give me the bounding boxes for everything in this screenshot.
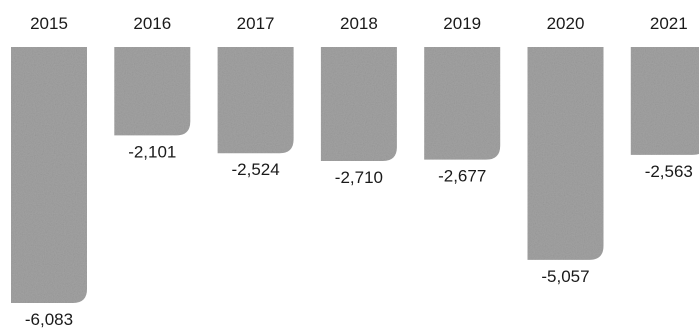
value-label-2021: -2,563 — [645, 162, 693, 181]
category-axis-labels: 2015 2016 2017 2018 2019 2020 2021 — [30, 14, 688, 33]
category-label-2017: 2017 — [237, 14, 275, 33]
value-label-2019: -2,677 — [438, 167, 486, 186]
value-label-2017: -2,524 — [231, 160, 279, 179]
category-label-2019: 2019 — [443, 14, 481, 33]
category-label-2018: 2018 — [340, 14, 378, 33]
value-labels-group: -6,083 -2,101 -2,524 -2,710 -2,677 -5,057 -2,5… — [25, 142, 693, 329]
category-label-2015: 2015 — [30, 14, 68, 33]
bar-2016 — [114, 47, 191, 136]
bar-2020 — [527, 47, 604, 260]
value-label-2015: -6,083 — [25, 310, 73, 329]
bars-group — [11, 47, 699, 303]
bar-2015 — [11, 47, 87, 303]
bar-2021 — [630, 47, 699, 155]
bar-2019 — [424, 47, 501, 160]
category-label-2016: 2016 — [133, 14, 171, 33]
category-label-2020: 2020 — [547, 14, 585, 33]
category-label-2021: 2021 — [650, 14, 688, 33]
bar-2017 — [217, 47, 294, 154]
value-label-2016: -2,101 — [128, 142, 176, 161]
value-label-2018: -2,710 — [335, 168, 383, 187]
value-label-2020: -5,057 — [541, 267, 589, 286]
bar-2018 — [320, 47, 397, 162]
